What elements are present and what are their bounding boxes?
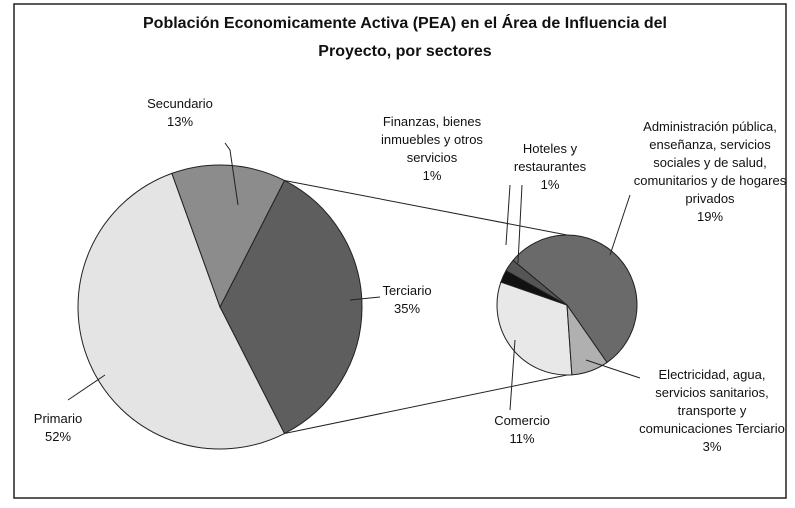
data-label: Comercio 11% — [477, 412, 567, 448]
leader-line — [609, 194, 631, 256]
leader-lines — [67, 142, 641, 411]
leader-line — [509, 339, 516, 411]
category-name: Primario — [33, 411, 83, 426]
value-label: 35% — [393, 301, 421, 316]
category-name: Comercio — [494, 413, 550, 428]
data-label: Electricidad, agua, servicios sanitarios… — [637, 366, 787, 456]
value-label: 1% — [422, 168, 442, 183]
frame — [13, 3, 787, 499]
category-name: Finanzas, bienes inmuebles y otros servi… — [381, 114, 483, 165]
pie-slice — [219, 179, 363, 435]
data-label: Primario 52% — [13, 410, 103, 446]
category-name: Terciario — [382, 283, 432, 298]
leader-line — [67, 374, 106, 401]
value-label: 1% — [540, 177, 560, 192]
pie-slice — [77, 172, 286, 450]
data-label: Hoteles y restaurantes 1% — [505, 140, 595, 194]
value-label: 13% — [166, 114, 194, 129]
value-label: 11% — [509, 431, 535, 446]
value-label: 3% — [702, 439, 722, 454]
pie-slice — [566, 303, 608, 376]
pie-slice — [496, 281, 573, 376]
category-name: Hoteles y restaurantes — [513, 141, 587, 174]
leader-line — [517, 184, 523, 264]
data-label: Administración pública, enseñanza, servi… — [628, 118, 793, 226]
leader-line — [349, 296, 381, 301]
data-label: Secundario 13% — [130, 95, 230, 131]
leader-line — [585, 359, 641, 379]
leader-line — [505, 184, 511, 246]
value-label: 52% — [44, 429, 72, 444]
connector-line — [284, 374, 568, 435]
value-label: 19% — [696, 209, 724, 224]
pie-slice — [171, 164, 286, 309]
data-label: Terciario 35% — [362, 282, 452, 318]
category-name: Administración pública, enseñanza, servi… — [633, 119, 787, 206]
leader-line — [224, 142, 239, 206]
category-name: Secundario — [147, 96, 213, 111]
pie-slice — [512, 234, 638, 364]
data-label: Finanzas, bienes inmuebles y otros servi… — [357, 113, 507, 185]
category-name: Electricidad, agua, servicios sanitarios… — [639, 367, 785, 436]
slices — [77, 164, 638, 450]
chart-title: Población Economicamente Activa (PEA) en… — [143, 15, 667, 60]
